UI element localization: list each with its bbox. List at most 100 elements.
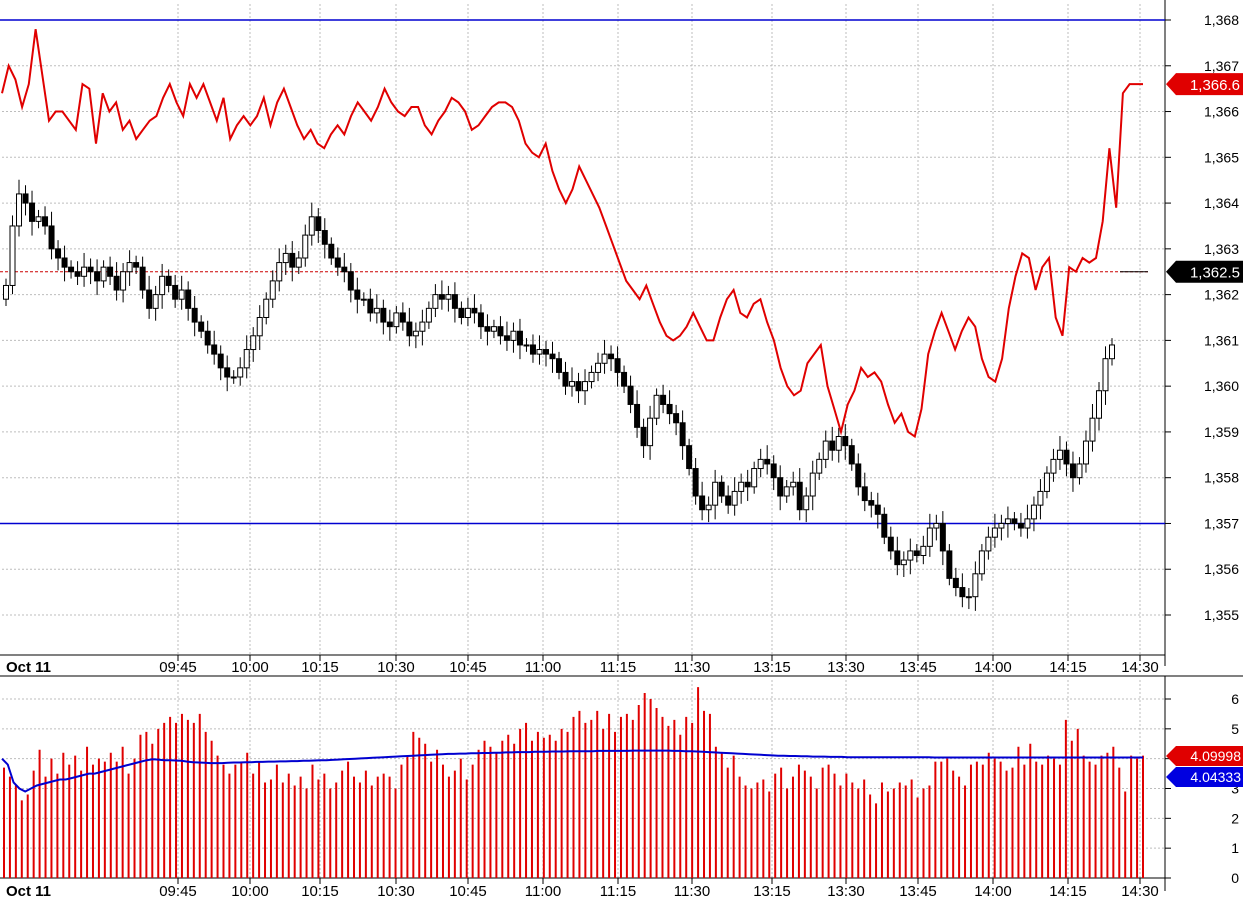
candle-body	[634, 403, 641, 428]
red-overlay-line	[1, 29, 1143, 439]
candle	[965, 587, 972, 610]
volume-y-tick-label: 5	[1231, 721, 1239, 737]
candle	[783, 479, 790, 503]
candle-body	[198, 321, 205, 332]
candle-body	[588, 371, 595, 383]
candle-body	[204, 330, 211, 346]
price-x-tick-label: 09:45	[159, 659, 197, 676]
candle-body	[920, 545, 927, 556]
candle-body	[653, 394, 660, 419]
candle	[946, 544, 953, 586]
candle-body	[510, 330, 517, 341]
candle-body	[985, 536, 992, 552]
candle-body	[718, 481, 725, 497]
candle-body	[686, 445, 693, 470]
volume-y-tick-label: 6	[1231, 691, 1239, 707]
candle-body	[582, 381, 589, 392]
candle	[139, 256, 146, 299]
price-y-tick-label: 1,362	[1204, 287, 1239, 303]
candle	[1056, 436, 1063, 470]
candle-body	[556, 358, 562, 373]
candle	[120, 263, 127, 303]
candle	[211, 330, 218, 365]
candle-body	[1004, 518, 1011, 524]
last-price-badge: 1,362.5	[1190, 265, 1240, 282]
price-x-tick-label: 10:30	[377, 659, 415, 676]
volume-last-badge-group: 4.09998	[1166, 746, 1243, 766]
candle-body	[1030, 504, 1037, 520]
candle-body	[803, 495, 810, 511]
candle-body	[419, 321, 426, 332]
candle-body	[913, 550, 920, 557]
candle-body	[790, 481, 797, 488]
candle-body	[1076, 463, 1083, 479]
candle	[61, 245, 68, 282]
volume-x-tick-label: Oct 11	[6, 883, 51, 898]
candle-body	[744, 481, 751, 488]
candle	[621, 365, 628, 394]
candle	[738, 473, 745, 504]
candle-body	[1024, 518, 1031, 529]
candle	[692, 458, 699, 505]
candle-body	[601, 353, 608, 364]
candle-body	[796, 481, 803, 511]
candle	[926, 513, 933, 557]
candle-body	[113, 275, 120, 291]
candle	[152, 285, 159, 321]
candle	[744, 469, 751, 502]
candle-body	[1017, 522, 1024, 529]
candle	[217, 345, 224, 381]
candle	[360, 292, 367, 307]
candle	[562, 361, 569, 395]
candle	[536, 335, 543, 365]
candle-body	[1089, 417, 1096, 442]
candle-body	[432, 294, 439, 309]
candle-body	[9, 225, 16, 286]
candle	[881, 507, 888, 545]
candle-body	[87, 266, 94, 273]
volume-last-badge-shape	[1166, 746, 1243, 766]
candle	[399, 302, 406, 331]
candle-body	[458, 307, 465, 319]
volume-x-tick-label: 13:45	[899, 883, 937, 898]
candle	[1004, 506, 1011, 538]
candle	[627, 375, 634, 414]
candle	[458, 301, 465, 325]
candle-body	[191, 307, 198, 323]
candle	[100, 260, 107, 288]
candle-body	[250, 335, 257, 351]
candle	[315, 208, 322, 243]
candle	[74, 261, 81, 286]
candle-body	[647, 417, 654, 447]
price-x-tick-label: 11:00	[525, 659, 561, 676]
candle	[861, 472, 868, 512]
candle	[952, 567, 959, 597]
candle-body	[334, 257, 341, 268]
candle-body	[289, 252, 296, 268]
candle-body	[998, 522, 1005, 529]
candle-body	[542, 349, 549, 355]
candle	[868, 491, 875, 518]
candle	[35, 209, 42, 229]
candle-body	[256, 317, 263, 337]
candle-body	[81, 266, 88, 277]
candle	[302, 224, 309, 267]
candle	[425, 301, 432, 329]
candle	[907, 538, 914, 575]
candle-body	[868, 500, 875, 506]
candle	[933, 514, 940, 541]
price-x-tick-label: Oct 11	[6, 659, 51, 676]
price-x-tick-label: 10:00	[231, 659, 269, 676]
volume-x-tick-label: 10:15	[301, 883, 339, 898]
candle-body	[347, 271, 354, 291]
candle	[178, 275, 185, 310]
candle-body	[939, 522, 946, 552]
candle-body	[777, 477, 784, 497]
candle	[1082, 430, 1089, 473]
candle	[920, 535, 927, 565]
candle	[887, 526, 894, 560]
volume-x-tick-label: 11:15	[600, 883, 636, 898]
candle-body	[679, 422, 686, 447]
candle-body	[536, 349, 543, 355]
candle	[855, 453, 862, 496]
